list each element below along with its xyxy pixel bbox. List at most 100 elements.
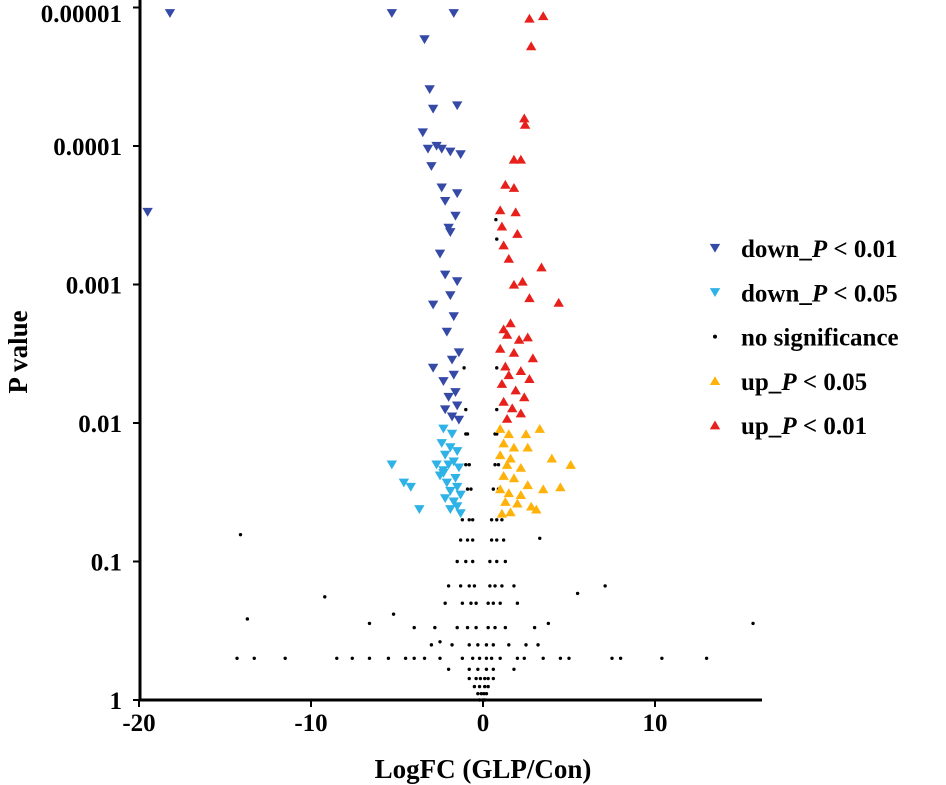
point-no-significance [603,584,607,588]
point-no-significance [495,237,499,241]
point-down-p-0-01 [417,128,428,138]
x-ticks: -20 -10 0 10 [122,700,668,737]
point-up-p-0-05 [565,460,576,469]
point-no-significance [491,676,496,681]
point-up-p-0-01 [496,221,508,231]
point-no-significance [446,584,451,588]
point-up-p-0-01 [503,253,514,263]
point-up-p-0-01 [503,370,514,380]
point-no-significance [493,625,497,630]
point-up-p-0-05 [515,490,527,499]
point-no-significance [488,584,492,588]
point-no-significance [484,691,489,696]
point-no-significance [367,656,372,661]
point-no-significance [386,656,391,661]
point-down-p-0-01 [446,355,458,365]
point-no-significance [467,518,471,522]
point-no-significance [470,518,475,522]
point-up-p-0-01 [524,374,535,384]
point-down-p-0-01 [453,415,465,425]
point-no-significance [495,518,499,522]
point-up-p-0-01 [515,408,527,418]
point-no-significance [367,621,372,626]
point-no-significance [500,518,504,522]
point-no-significance [446,667,451,671]
point-down-p-0-05 [445,443,456,453]
point-no-significance [477,684,482,689]
point-down-p-0-01 [422,144,434,154]
point-down-p-0-01 [450,388,461,397]
point-no-significance [474,625,478,630]
point-up-p-0-01 [536,262,547,272]
point-up-p-0-05 [503,488,514,498]
point-down-p-0-01 [452,101,463,111]
point-no-significance [493,584,497,588]
point-up-p-0-05 [501,460,513,469]
point-no-significance [476,691,480,696]
point-down-p-0-01 [445,147,456,157]
point-no-significance [515,601,520,605]
point-no-significance [465,432,470,436]
point-down-p-0-05 [452,447,463,456]
point-no-significance [467,676,471,681]
point-no-significance [536,643,540,647]
point-down-p-0-05 [450,473,461,483]
point-down-p-0-01 [438,377,449,386]
point-no-significance [464,559,468,564]
legend-label: up_P < 0.01 [741,413,867,440]
point-down-p-0-05 [386,460,398,470]
point-no-significance [538,536,542,541]
point-no-significance [524,643,528,647]
point-up-p-0-01 [496,378,508,388]
x-tick-label: 0 [477,710,490,737]
point-down-p-0-01 [452,401,463,411]
point-no-significance [522,656,526,661]
point-down-p-0-01 [142,207,153,217]
point-down-p-0-01 [445,291,456,301]
point-up-p-0-01 [508,183,520,192]
point-no-significance [450,643,454,647]
point-up-p-0-01 [510,207,521,217]
point-no-significance [486,601,490,605]
point-down-p-0-05 [448,457,459,467]
point-up-p-0-01 [519,119,531,129]
point-no-significance [470,656,475,661]
point-down-p-0-05 [448,497,459,507]
point-up-p-0-01 [500,361,511,371]
point-down-p-0-05 [438,468,449,478]
point-no-significance [335,656,339,661]
point-no-significance [558,656,563,661]
point-no-significance [486,676,490,681]
point-down-p-0-01 [427,363,439,373]
point-up-p-0-01 [510,385,521,395]
point-no-significance [472,684,477,689]
point-up-p-0-05 [503,429,514,439]
point-down-p-0-01 [164,9,176,18]
legend-marker-icon [709,288,721,297]
point-up-p-0-01 [495,205,506,215]
point-no-significance [469,487,473,491]
point-up-p-0-01 [512,229,523,238]
point-up-p-0-01 [508,347,520,357]
point-down-p-0-01 [436,183,447,193]
point-up-p-0-01 [513,334,525,344]
point-no-significance [238,532,243,537]
legend-label: no significance [741,325,899,352]
point-up-p-0-01 [508,279,520,289]
point-no-significance [476,667,480,671]
point-no-significance [467,667,471,671]
point-up-p-0-01 [515,154,527,164]
point-up-p-0-05 [496,508,508,518]
point-down-p-0-01 [439,196,451,206]
point-down-p-0-01 [450,211,461,221]
point-no-significance [495,432,499,436]
x-axis-label: LogFC (GLP/Con) [375,754,592,784]
point-up-p-0-01 [501,329,513,339]
point-no-significance [460,518,465,522]
point-down-p-0-01 [452,189,463,199]
point-no-significance [489,538,494,542]
point-up-p-0-01 [498,324,509,334]
point-no-significance [350,656,354,661]
point-down-p-0-05 [455,509,466,519]
point-no-significance [484,667,489,671]
